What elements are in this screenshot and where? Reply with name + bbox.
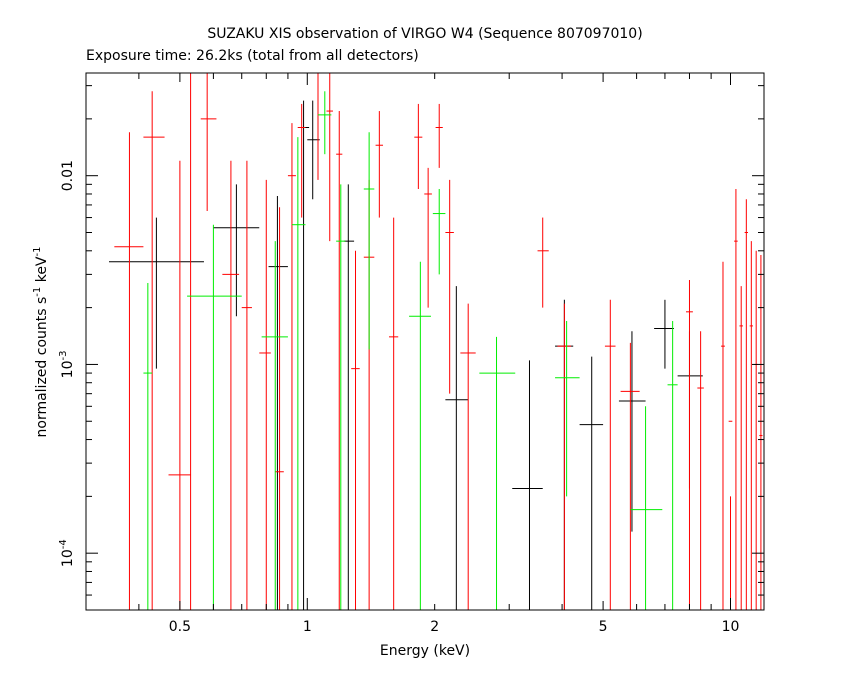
data-point-1-16 <box>375 111 384 218</box>
data-marks <box>109 72 763 610</box>
data-point-2-3 <box>291 137 306 610</box>
data-point-1-4 <box>200 73 217 212</box>
data-point-1-25 <box>604 299 616 610</box>
data-point-1-23 <box>537 217 549 308</box>
data-point-1-35 <box>754 250 758 610</box>
data-point-2-5 <box>336 184 346 610</box>
data-point-1-31 <box>734 189 738 610</box>
series-0 <box>109 100 703 610</box>
x-tick-label: 0.5 <box>169 619 191 635</box>
data-point-2-12 <box>667 320 678 610</box>
data-point-1-11 <box>314 72 322 180</box>
data-point-1-2 <box>168 160 191 610</box>
data-point-1-28 <box>697 331 704 610</box>
y-axis-label-sup2: -1 <box>32 247 43 257</box>
y-tick-base: 10 <box>60 549 76 567</box>
series-1 <box>114 72 763 610</box>
data-point-0-0 <box>109 217 204 369</box>
data-point-1-14 <box>351 250 360 610</box>
data-point-1-24 <box>557 303 572 610</box>
y-axis-label-mid: keV <box>34 256 50 287</box>
data-point-1-34 <box>749 241 753 610</box>
data-point-2-2 <box>261 241 288 610</box>
data-point-1-8 <box>275 207 284 610</box>
data-point-1-3 <box>183 72 201 610</box>
chart-title: SUZAKU XIS observation of VIRGO W4 (Sequ… <box>207 26 642 42</box>
y-axis-label-sup1: -1 <box>32 287 43 297</box>
data-point-1-13 <box>336 111 343 610</box>
data-point-1-20 <box>435 103 443 168</box>
y-tick-label: 0.01 <box>60 160 76 191</box>
data-point-0-6 <box>445 286 469 610</box>
data-point-0-2 <box>268 196 288 610</box>
data-point-2-10 <box>555 320 580 497</box>
data-point-0-11 <box>654 299 674 369</box>
y-tick-exponent: -4 <box>58 539 69 549</box>
data-point-1-22 <box>460 303 476 610</box>
data-point-0-1 <box>213 184 260 317</box>
data-point-1-27 <box>685 280 693 610</box>
y-tick-label: 10-3 <box>58 351 76 379</box>
data-point-1-33 <box>744 199 749 610</box>
data-point-2-9 <box>479 336 516 610</box>
data-point-0-12 <box>677 331 703 489</box>
axis-ticks <box>85 73 764 611</box>
data-point-1-26 <box>620 342 640 610</box>
data-point-1-17 <box>389 217 399 610</box>
y-tick-base: 10 <box>60 361 76 379</box>
data-point-1-5 <box>222 160 240 610</box>
y-tick-label: 10-4 <box>58 539 76 567</box>
y-tick-exponent: -3 <box>58 351 69 361</box>
x-tick-label: 1 <box>303 619 312 635</box>
data-point-1-18 <box>414 103 423 190</box>
data-point-1-32 <box>739 286 743 610</box>
chart-subtitle: Exposure time: 26.2ks (total from all de… <box>86 48 419 64</box>
plot-frame <box>85 72 765 611</box>
data-point-1-19 <box>424 167 432 308</box>
data-point-0-10 <box>618 331 646 532</box>
data-point-2-6 <box>363 132 375 350</box>
x-tick-label: 5 <box>599 619 608 635</box>
data-point-0-5 <box>343 184 355 610</box>
data-point-2-0 <box>143 283 153 610</box>
data-point-0-9 <box>579 356 604 610</box>
data-point-1-30 <box>728 420 733 610</box>
data-point-1-6 <box>241 160 252 610</box>
data-point-1-36 <box>759 255 763 610</box>
y-axis-label: normalized counts s-1 keV-1 <box>32 247 50 438</box>
data-point-1-12 <box>326 73 333 242</box>
data-point-1-9 <box>287 123 296 610</box>
data-point-2-4 <box>317 91 332 155</box>
data-point-1-21 <box>445 179 454 394</box>
data-point-2-8 <box>432 189 446 275</box>
x-tick-label: 2 <box>430 619 439 635</box>
data-point-2-11 <box>630 406 663 610</box>
x-tick-label: 10 <box>722 619 740 635</box>
data-point-1-7 <box>259 179 271 610</box>
data-point-0-7 <box>512 360 543 610</box>
x-axis-label: Energy (keV) <box>380 643 470 659</box>
data-point-1-0 <box>114 132 144 610</box>
data-point-1-29 <box>721 261 725 610</box>
series-2 <box>143 91 678 610</box>
data-point-2-1 <box>187 224 242 610</box>
y-tick-base: 0.01 <box>60 160 76 191</box>
data-point-1-1 <box>143 91 165 610</box>
data-point-2-7 <box>409 261 431 610</box>
data-point-0-3 <box>297 100 310 610</box>
y-axis-label-main: normalized counts s <box>34 297 50 438</box>
data-point-1-10 <box>297 103 306 218</box>
